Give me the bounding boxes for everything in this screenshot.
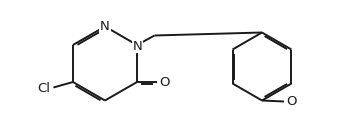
Text: O: O	[286, 95, 297, 108]
Text: N: N	[132, 40, 142, 53]
Text: N: N	[100, 20, 110, 32]
Text: Cl: Cl	[37, 82, 50, 95]
Text: O: O	[159, 76, 170, 89]
